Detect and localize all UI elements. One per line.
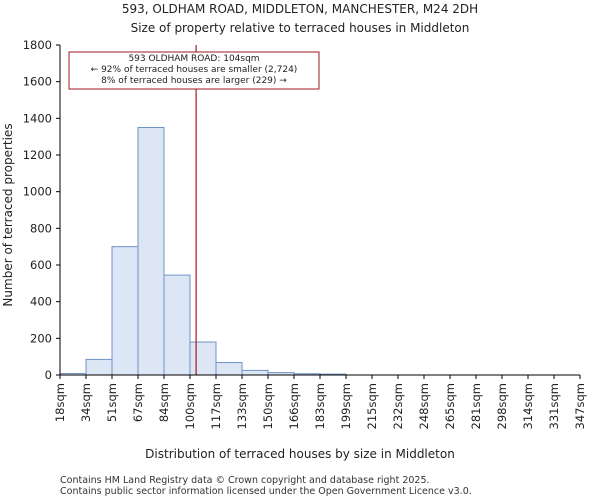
y-tick-label: 600 bbox=[30, 258, 52, 272]
annotation-line-3: 8% of terraced houses are larger (229) → bbox=[101, 76, 287, 86]
x-tick-label: 34sqm bbox=[79, 383, 93, 422]
y-tick-label: 400 bbox=[30, 295, 52, 309]
bar-51sqm bbox=[111, 246, 139, 376]
x-tick-label: 183sqm bbox=[313, 383, 327, 429]
y-tick-label: 800 bbox=[30, 221, 52, 235]
bar-100sqm bbox=[189, 341, 217, 376]
x-tick-label: 133sqm bbox=[235, 383, 249, 429]
y-tick-label: 1400 bbox=[23, 111, 52, 125]
x-tick-label: 100sqm bbox=[183, 383, 197, 429]
x-tick-label: 199sqm bbox=[339, 383, 353, 429]
x-tick-label: 248sqm bbox=[417, 383, 431, 429]
y-tick-label: 1600 bbox=[23, 75, 52, 89]
y-tick-label: 0 bbox=[45, 368, 52, 382]
x-tick-label: 67sqm bbox=[131, 383, 145, 422]
annotation-line-2: ← 92% of terraced houses are smaller (2,… bbox=[91, 65, 298, 75]
y-tick-label: 1200 bbox=[23, 148, 52, 162]
annotation-line-1: 593 OLDHAM ROAD: 104sqm bbox=[128, 54, 259, 64]
x-tick-label: 84sqm bbox=[157, 383, 171, 422]
marker-group: 593 OLDHAM ROAD: 104sqm← 92% of terraced… bbox=[68, 45, 320, 375]
bar-117sqm bbox=[215, 362, 243, 376]
x-axis-title: Distribution of terraced houses by size … bbox=[145, 447, 455, 461]
x-tick-label: 18sqm bbox=[53, 383, 67, 422]
x-tick-label: 232sqm bbox=[391, 383, 405, 429]
bar-34sqm bbox=[85, 358, 113, 376]
x-tick-label: 215sqm bbox=[365, 383, 379, 429]
x-tick-label: 347sqm bbox=[573, 383, 587, 429]
bar-133sqm bbox=[241, 369, 269, 376]
x-tick-label: 117sqm bbox=[209, 383, 223, 429]
annotation-box bbox=[68, 51, 320, 90]
x-tick-label: 314sqm bbox=[521, 383, 535, 429]
y-tick-label: 200 bbox=[30, 331, 52, 345]
x-tick-label: 150sqm bbox=[261, 383, 275, 429]
x-ticks-group: 18sqm 34sqm 51sqm 67sqm 84sqm 100sqm 117sqm 133… bbox=[53, 375, 587, 429]
x-tick-label: 281sqm bbox=[469, 383, 483, 429]
y-ticks-group: 0 200 400 600 800 1000 1200 1400 1600 1800 bbox=[23, 38, 60, 382]
y-axis-title: Number of terraced properties bbox=[1, 123, 15, 306]
y-tick-label: 1800 bbox=[23, 38, 52, 52]
footer-line-1: Contains HM Land Registry data © Crown c… bbox=[60, 475, 430, 486]
x-tick-label: 298sqm bbox=[495, 383, 509, 429]
y-tick-label: 1000 bbox=[23, 185, 52, 199]
bar-84sqm bbox=[163, 274, 191, 376]
x-tick-label: 265sqm bbox=[443, 383, 457, 429]
bar-67sqm bbox=[137, 127, 165, 376]
x-tick-label: 51sqm bbox=[105, 383, 119, 422]
chart-subtitle: Size of property relative to terraced ho… bbox=[131, 21, 470, 35]
bars-group bbox=[59, 127, 347, 376]
x-tick-label: 331sqm bbox=[547, 383, 561, 429]
chart-title: 593, OLDHAM ROAD, MIDDLETON, MANCHESTER,… bbox=[122, 2, 478, 16]
footer-line-2: Contains public sector information licen… bbox=[60, 486, 472, 497]
x-tick-label: 166sqm bbox=[287, 383, 301, 429]
